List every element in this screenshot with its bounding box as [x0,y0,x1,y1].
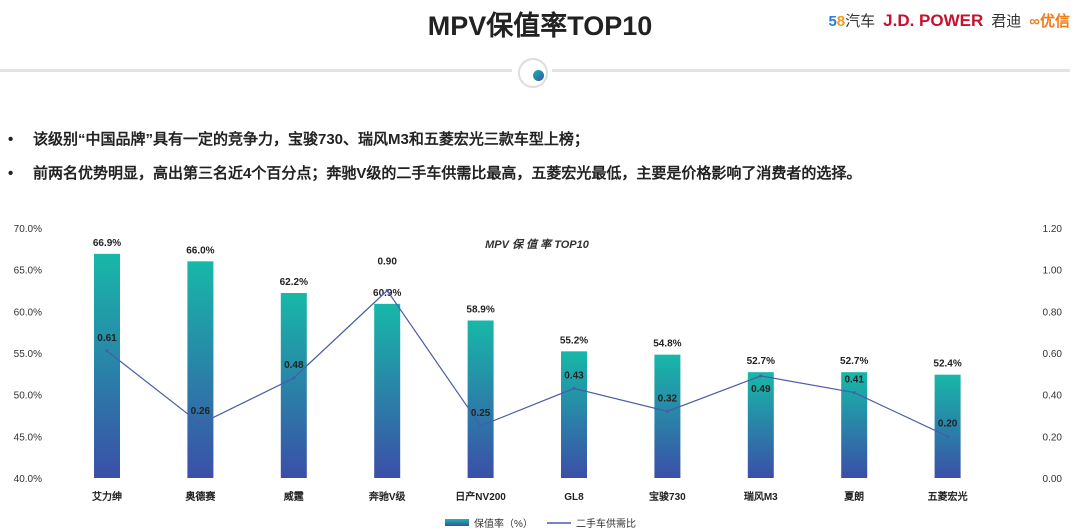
line-point [198,422,202,426]
logo-jundi: 君迪 [991,13,1022,30]
line-label: 0.20 [938,418,958,429]
bar-label: 55.2% [560,335,588,346]
bar-label: 60.9% [373,288,401,299]
divider-left [0,69,512,72]
line-point [292,376,296,380]
line-label: 0.25 [471,408,491,419]
bar-label: 52.7% [840,356,868,367]
x-tick: 奔驰V级 [368,490,407,503]
bar-label: 62.2% [280,277,308,288]
x-tick: 日产NV200 [455,490,506,503]
y-right-tick: 0.80 [1043,307,1063,318]
x-tick: 奥德赛 [185,490,216,503]
line-label: 0.48 [284,360,304,371]
y-right-tick: 1.20 [1043,224,1063,235]
chart-title: MPV 保 值 率 TOP10 [485,238,590,251]
line-point [759,374,763,378]
line-point [852,391,856,395]
bar [934,374,961,478]
bullet-2: • 前两名优势明显，高出第三名近4个百分点；奔驰V级的二手车供需比最高，五菱宏光最… [8,165,862,182]
y-left-tick: 45.0% [14,432,42,443]
bar-label: 58.9% [466,305,494,316]
line-point [105,349,109,353]
line-point [479,424,483,428]
legend-bar-label: 保值率（%） [474,517,533,530]
line-label: 0.61 [97,333,117,344]
bar [187,261,214,478]
bar [467,320,494,478]
line-label: 0.43 [564,370,584,381]
y-left-tick: 50.0% [14,391,42,402]
bar [280,293,307,478]
legend-line-label: 二手车供需比 [576,517,636,530]
x-tick: 宝骏730 [649,490,686,503]
line-label: 0.32 [658,393,678,404]
bar-label: 52.7% [747,356,775,367]
bar [94,253,120,478]
bar [747,372,774,478]
bar [374,303,401,478]
bar-label: 54.8% [653,339,681,350]
x-tick: 威霆 [284,490,304,503]
y-left-tick: 60.0% [14,307,42,318]
x-tick: 艾力绅 [92,490,122,503]
line-point [665,409,669,413]
y-left-tick: 55.0% [14,349,42,360]
y-left-tick: 70.0% [14,224,42,235]
bar [561,351,587,478]
y-right-tick: 0.60 [1043,349,1063,360]
line-label: 0.26 [191,406,211,417]
x-tick: 瑞风M3 [744,490,778,503]
line-label: 0.90 [377,257,397,268]
bar-label: 52.4% [933,359,961,370]
divider-right [552,69,1070,72]
x-tick: 五菱宏光 [928,490,968,503]
y-right-tick: 0.00 [1043,474,1063,485]
bar [841,372,868,478]
bar-label: 66.9% [93,238,121,249]
line-point [572,386,576,390]
y-left-tick: 40.0% [14,474,42,485]
legend-bar-swatch [445,519,469,526]
y-left-tick: 65.0% [14,266,42,277]
y-right-tick: 1.00 [1043,266,1063,277]
divider-dot-icon [518,58,548,88]
line-label: 0.49 [751,384,771,395]
line-point [946,434,950,438]
line-series [106,289,948,437]
page-title: MPV保值率TOP10 [427,11,653,41]
logo-58: 58汽车 [828,13,876,30]
bar [654,354,681,478]
x-tick: 夏朗 [843,490,864,503]
bar-label: 66.0% [186,245,214,256]
bullet-1: • 该级别“中国品牌”具有一定的竞争力，宝骏730、瑞风M3和五菱宏光三款车型上榜… [8,131,589,148]
x-tick: GL8 [564,492,584,503]
line-label: 0.41 [844,375,864,386]
line-point [385,289,389,292]
logo-jdpower: J.D. POWER [883,10,984,30]
y-right-tick: 0.20 [1043,432,1063,443]
y-right-tick: 0.40 [1043,391,1063,402]
logo-youxin: ∞优信 [1029,13,1070,30]
partner-logos: 58汽车 J.D. POWER 君迪 ∞优信 [828,10,1070,31]
